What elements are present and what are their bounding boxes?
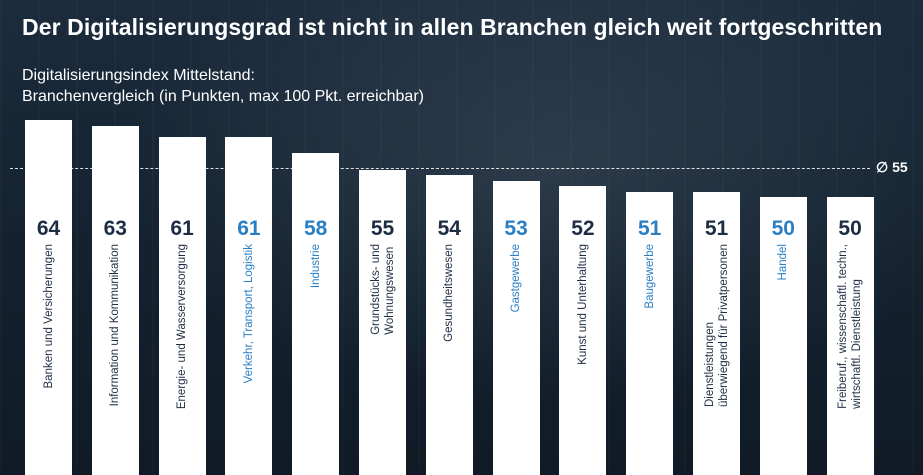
- bar-value-label: 64: [25, 217, 72, 241]
- bar-category-label: Grundstücks- und Wohnungswesen: [369, 244, 397, 429]
- bar-category-label: Industrie: [309, 244, 323, 429]
- average-line: [10, 168, 870, 169]
- bar-category-label: Handel: [776, 244, 790, 429]
- subtitle-line-2: Branchenvergleich (in Punkten, max 100 P…: [22, 88, 424, 105]
- bar-category-label: Kunst und Unterhaltung: [576, 244, 590, 429]
- bar-value-label: 51: [693, 217, 740, 241]
- bar-category-label: Information und Kommunikation: [108, 244, 122, 429]
- bar: 51 Baugewerbe: [626, 192, 673, 475]
- bar: 63 Information und Kommunikation: [92, 126, 139, 475]
- bar: 61 Energie- und Wasserversorgung: [159, 137, 206, 475]
- bar-value-label: 50: [827, 217, 874, 241]
- subtitle-line-1: Digitalisierungsindex Mittelstand:: [22, 67, 255, 84]
- chart-subtitle: Digitalisierungsindex Mittelstand: Branc…: [22, 65, 424, 107]
- bar-value-label: 52: [559, 217, 606, 241]
- bar: 50 Freiberuf., wissenschaftl. techn., wir…: [827, 197, 874, 475]
- bar-value-label: 50: [760, 217, 807, 241]
- bar: 54 Gesundheitswesen: [426, 175, 473, 475]
- bar: 64 Banken und Versicherungen: [25, 120, 72, 475]
- bar-category-label: Banken und Versicherungen: [42, 244, 56, 429]
- bar-category-label: Verkehr, Transport, Logistik: [242, 244, 256, 429]
- bar: 51 Dienstleistungen überwiegend für Priva…: [693, 192, 740, 475]
- bar-category-label: Gastgewerbe: [509, 244, 523, 429]
- bar: 52 Kunst und Unterhaltung: [559, 186, 606, 475]
- bar-category-label: Energie- und Wasserversorgung: [175, 244, 189, 429]
- bar-value-label: 53: [493, 217, 540, 241]
- bar-value-label: 63: [92, 217, 139, 241]
- bar-value-label: 61: [159, 217, 206, 241]
- bar: 53 Gastgewerbe: [493, 181, 540, 475]
- bar-value-label: 51: [626, 217, 673, 241]
- average-label: ∅ 55: [876, 159, 908, 176]
- bar-value-label: 61: [225, 217, 272, 241]
- bar-value-label: 58: [292, 217, 339, 241]
- bar-category-label: Freiberuf., wissenschaftl. techn., wirts…: [836, 244, 864, 429]
- bar-category-label: Gesundheitswesen: [442, 244, 456, 429]
- bar: 58 Industrie: [292, 153, 339, 475]
- bar: 50 Handel: [760, 197, 807, 475]
- bar-category-label: Baugewerbe: [643, 244, 657, 429]
- bar-category-label: Dienstleistungen überwiegend für Privatp…: [703, 244, 731, 429]
- bar: 61 Verkehr, Transport, Logistik: [225, 137, 272, 475]
- bar: 55 Grundstücks- und Wohnungswesen: [359, 170, 406, 475]
- bar-value-label: 54: [426, 217, 473, 241]
- bar-value-label: 55: [359, 217, 406, 241]
- chart-title: Der Digitalisierungsgrad ist nicht in al…: [22, 14, 882, 41]
